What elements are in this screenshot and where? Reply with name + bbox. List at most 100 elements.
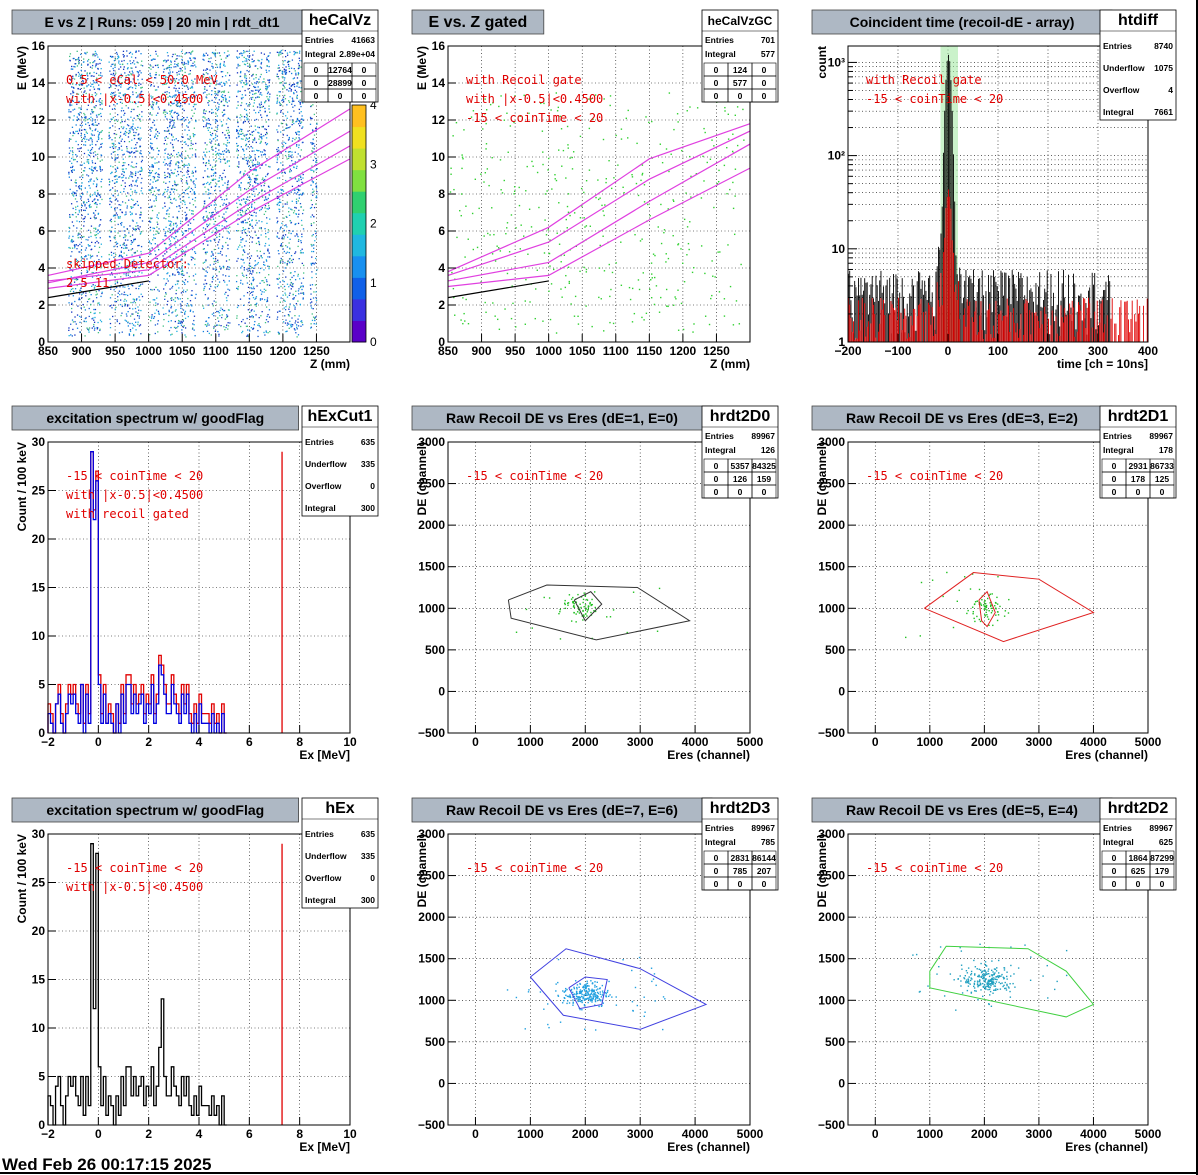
heatmap-cell [192, 275, 195, 277]
heatmap-cell [225, 81, 227, 83]
heatmap-cell [178, 82, 180, 84]
heatmap-cell [225, 137, 228, 139]
heatmap-cell [282, 84, 284, 86]
heatmap-cell [162, 93, 164, 96]
heatmap-cell [300, 219, 303, 222]
heatmap-cell [170, 299, 173, 301]
heatmap-cell [163, 202, 166, 204]
heatmap-cell [277, 191, 279, 193]
heatmap-cell [296, 336, 298, 338]
heatmap-cell [263, 135, 265, 137]
heatmap-cell [221, 314, 223, 316]
heatmap-cell [181, 332, 183, 334]
heatmap-cell [173, 87, 175, 89]
heatmap-cell [157, 303, 159, 305]
heatmap-cell [110, 153, 113, 155]
heatmap-cell [237, 150, 240, 152]
heatmap-cell [139, 214, 141, 216]
heatmap-cell [77, 305, 79, 307]
heatmap-cell [100, 180, 102, 183]
heatmap-cell [84, 216, 86, 218]
heatmap-cell [261, 135, 263, 138]
heatmap-cell [101, 159, 103, 161]
heatmap-cell [152, 181, 154, 183]
heatmap-cell [207, 123, 209, 125]
heatmap-cell [297, 188, 299, 191]
heatmap-cell [128, 272, 130, 274]
heatmap-cell [224, 65, 226, 67]
stats-cell [351, 88, 377, 103]
heatmap-cell [169, 71, 171, 73]
heatmap-cell [278, 177, 281, 179]
heatmap-cell [264, 232, 267, 235]
heatmap-cell [180, 180, 183, 182]
heatmap-cell [164, 284, 167, 286]
heatmap-cell [214, 93, 216, 95]
heatmap-cell [282, 76, 284, 78]
heatmap-cell [204, 142, 206, 144]
heatmap-cell [235, 280, 238, 283]
heatmap-cell [166, 261, 169, 263]
heatmap-cell [222, 158, 224, 160]
heatmap-cell [139, 152, 141, 154]
heatmap-cell [120, 116, 122, 118]
heatmap-cell [137, 62, 139, 64]
heatmap-cell [101, 273, 103, 275]
heatmap-cell [177, 62, 179, 65]
heatmap-cell [178, 196, 180, 198]
heatmap-cell [280, 122, 283, 124]
heatmap-cell [268, 105, 270, 107]
heatmap-cell [169, 196, 171, 199]
heatmap-cell [98, 302, 100, 304]
heatmap-cell [126, 304, 129, 306]
heatmap-cell [265, 121, 267, 123]
heatmap-cell [203, 116, 205, 118]
heatmap-cell [126, 305, 129, 307]
heatmap-cell [241, 54, 243, 57]
heatmap-cell [86, 271, 88, 274]
heatmap-cell [255, 296, 258, 298]
heatmap-cell [115, 119, 118, 121]
heatmap-cell [86, 60, 89, 62]
heatmap-cell [75, 194, 77, 197]
heatmap-cell [288, 192, 290, 194]
heatmap-cell [260, 61, 263, 64]
heatmap-cell [124, 286, 126, 288]
heatmap-cell [99, 276, 102, 279]
heatmap-cell [185, 336, 187, 338]
heatmap-cell [131, 248, 134, 250]
heatmap-cell [250, 284, 253, 286]
heatmap-cell [244, 139, 247, 141]
heatmap-cell [101, 169, 103, 171]
heatmap-cell [89, 203, 91, 206]
heatmap-cell [174, 261, 177, 264]
heatmap-cell [92, 169, 94, 172]
heatmap-cell [91, 162, 94, 164]
heatmap-cell [240, 204, 242, 206]
heatmap-cell [112, 194, 114, 196]
heatmap-cell [155, 103, 158, 105]
heatmap-cell [131, 108, 133, 111]
heatmap-cell [178, 205, 180, 207]
heatmap-cell [152, 103, 154, 105]
heatmap-cell [173, 326, 176, 329]
heatmap-cell [131, 67, 133, 69]
heatmap-cell [209, 134, 212, 136]
heatmap-cell [186, 97, 188, 100]
heatmap-cell [176, 189, 178, 191]
heatmap-cell [256, 81, 259, 83]
heatmap-cell [208, 324, 210, 326]
heatmap-cell [133, 151, 136, 154]
heatmap-cell [192, 135, 195, 138]
heatmap-cell [244, 251, 246, 254]
heatmap-cell [316, 122, 318, 124]
kinematic-line [47, 108, 351, 276]
heatmap-cell [249, 65, 251, 67]
heatmap-cell [119, 191, 122, 193]
heatmap-cell [264, 178, 266, 181]
heatmap-cell [172, 126, 174, 128]
heatmap-cell [204, 86, 206, 88]
heatmap-cell [280, 257, 282, 260]
heatmap-cell [226, 299, 228, 302]
